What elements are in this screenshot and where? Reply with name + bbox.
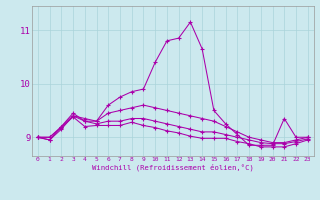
X-axis label: Windchill (Refroidissement éolien,°C): Windchill (Refroidissement éolien,°C) <box>92 164 254 171</box>
